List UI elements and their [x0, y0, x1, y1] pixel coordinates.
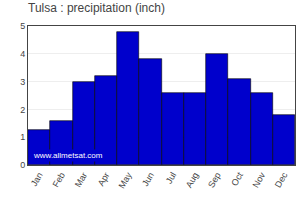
svg-text:2: 2	[20, 105, 25, 115]
svg-text:Mar: Mar	[73, 171, 89, 189]
svg-text:Sep: Sep	[206, 171, 223, 190]
svg-text:Jul: Jul	[164, 171, 178, 186]
svg-text:Nov: Nov	[251, 170, 268, 189]
svg-text:Feb: Feb	[51, 171, 67, 189]
svg-text:www.allmetsat.com: www.allmetsat.com	[33, 151, 103, 160]
svg-text:Aug: Aug	[184, 171, 201, 190]
svg-text:4: 4	[20, 49, 25, 59]
svg-text:5: 5	[20, 21, 25, 31]
svg-text:Tulsa : precipitation (inch): Tulsa : precipitation (inch)	[28, 1, 165, 15]
svg-text:Dec: Dec	[273, 170, 290, 189]
svg-text:Oct: Oct	[229, 170, 245, 188]
svg-text:May: May	[117, 170, 134, 190]
svg-text:Apr: Apr	[96, 171, 112, 188]
svg-text:0: 0	[20, 160, 25, 170]
svg-text:1: 1	[20, 132, 25, 142]
svg-text:3: 3	[20, 77, 25, 87]
svg-text:Jan: Jan	[29, 171, 45, 189]
svg-text:Jun: Jun	[140, 171, 156, 189]
